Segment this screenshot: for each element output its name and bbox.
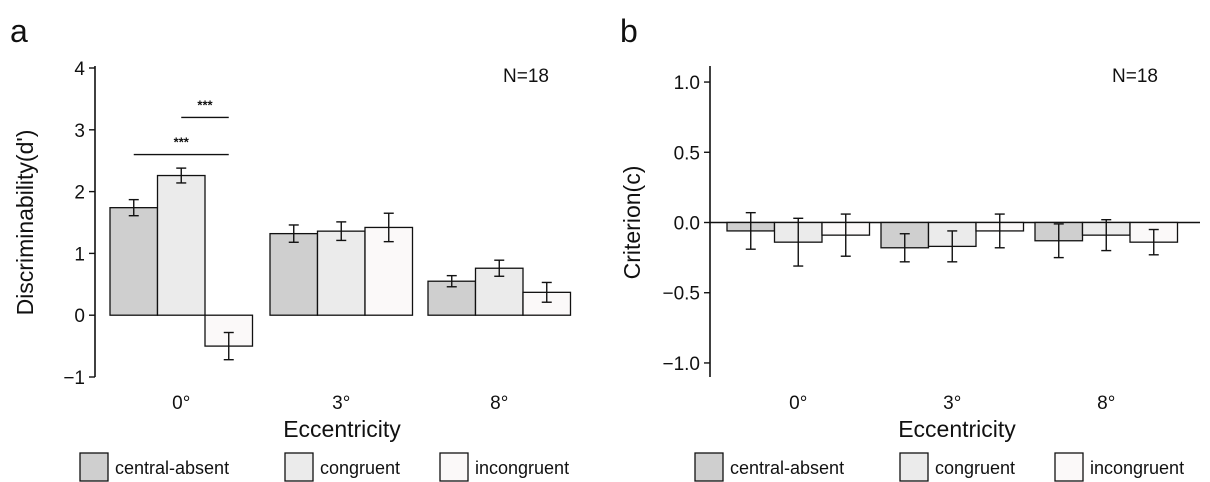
error-bar-central-absent-1 [288, 224, 299, 243]
x-axis-title: Eccentricity [283, 416, 401, 442]
bar-congruent-1 [316, 230, 366, 316]
error-bar-incongruent-2 [1148, 228, 1159, 256]
bar-central-absent-0 [109, 207, 159, 316]
error-bar-congruent-1 [336, 221, 347, 242]
error-bar-central-absent-2 [1053, 223, 1064, 259]
x-tick-label: 0° [172, 393, 190, 414]
y-tick-label: 1 [74, 244, 85, 265]
legend: central-absent congruent incongruent [79, 452, 569, 482]
x-tick-label: 3° [332, 393, 350, 414]
error-bar-incongruent-1 [994, 213, 1005, 249]
x-axis-title: Eccentricity [898, 416, 1016, 442]
error-bar-congruent-2 [494, 259, 505, 277]
error-bar-congruent-0 [176, 167, 187, 184]
error-bar-congruent-0 [793, 217, 804, 267]
bar-congruent-0 [156, 174, 206, 316]
legend-swatch [284, 452, 314, 482]
error-bar-incongruent-0 [840, 213, 851, 257]
x-tick-label: 0° [789, 393, 807, 414]
n-annotation: N=18 [503, 66, 549, 87]
error-bar-congruent-2 [1101, 218, 1112, 252]
chart-panel-a: a −1 0 1 2 3 4 Discriminability(d') 0° 3° 8° *** ***… [10, 13, 572, 482]
error-bar-central-absent-2 [446, 274, 457, 288]
legend-swatch [1054, 452, 1084, 482]
y-tick-label: 0.0 [674, 214, 700, 235]
y-tick-label: 3 [74, 121, 85, 142]
error-bar-incongruent-2 [541, 281, 552, 303]
y-tick-label: 4 [74, 59, 85, 80]
x-tick-label: 8° [490, 393, 508, 414]
y-tick-label: 0 [74, 306, 85, 327]
error-bar-congruent-1 [947, 230, 958, 263]
legend-swatch [899, 452, 929, 482]
legend-label: incongruent [475, 458, 569, 478]
y-tick-label: −0.5 [662, 284, 700, 305]
y-tick-label: −1 [63, 368, 85, 389]
significance-label: *** [197, 97, 213, 112]
error-bar-central-absent-1 [899, 233, 910, 263]
legend-swatch [79, 452, 109, 482]
legend-label: incongruent [1090, 458, 1184, 478]
y-tick-label: 1.0 [674, 73, 700, 94]
legend-item-incongruent: incongruent [439, 452, 569, 482]
x-tick-label: 3° [943, 393, 961, 414]
significance-bracket-1: *** [181, 97, 229, 119]
legend-swatch [439, 452, 469, 482]
legend-item-central-absent: central-absent [694, 452, 844, 482]
bar-central-absent-1 [269, 232, 319, 316]
error-bar-incongruent-1 [383, 212, 394, 243]
y-tick-label: 0.5 [674, 143, 700, 164]
legend-item-congruent: congruent [899, 452, 1015, 482]
y-tick-label: −1.0 [662, 354, 700, 375]
significance-bracket-0: *** [133, 135, 229, 156]
n-annotation: N=18 [1112, 66, 1158, 87]
error-bar-incongruent-0 [223, 331, 234, 361]
legend-label: central-absent [115, 458, 229, 478]
error-bar-central-absent-0 [745, 211, 756, 250]
legend-item-congruent: congruent [284, 452, 400, 482]
legend-label: congruent [320, 458, 400, 478]
legend-label: congruent [935, 458, 1015, 478]
legend-swatch [694, 452, 724, 482]
chart-panel-b: b −1.0 −0.5 0.0 0.5 1.0 Criterion(c) 0° 3° 8° N=18… [619, 13, 1200, 482]
legend: central-absent congruent incongruent [694, 452, 1184, 482]
error-bar-central-absent-0 [128, 198, 139, 217]
x-tick-label: 8° [1097, 393, 1115, 414]
y-axis-title: Criterion(c) [619, 166, 645, 280]
y-tick-label: 2 [74, 183, 85, 204]
legend-label: central-absent [730, 458, 844, 478]
y-axis-title: Discriminability(d') [12, 130, 38, 316]
panel-letter: b [620, 13, 638, 49]
legend-item-incongruent: incongruent [1054, 452, 1184, 482]
panel-letter: a [10, 13, 28, 49]
significance-label: *** [174, 135, 190, 150]
legend-item-central-absent: central-absent [79, 452, 229, 482]
